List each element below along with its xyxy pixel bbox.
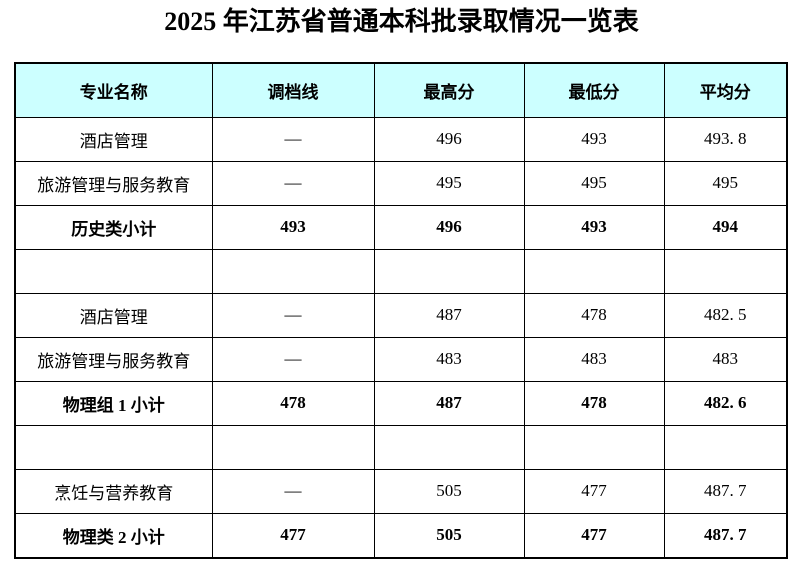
cell-major-name: 酒店管理	[14, 292, 213, 338]
table-row: 旅游管理与服务教育 —483 483 483	[14, 336, 788, 382]
cell-score-value: 483	[523, 336, 665, 382]
cell-score-value: —	[211, 468, 375, 514]
cell-score-value: 487	[373, 380, 525, 426]
cell-score-value: —	[211, 116, 375, 162]
cell-score-value: 495	[373, 160, 525, 206]
cell-score-value: —	[211, 336, 375, 382]
cell-score-value	[663, 424, 788, 470]
table-row	[14, 248, 788, 294]
cell-score-value: 496	[373, 116, 525, 162]
cell-major-name: 烹饪与营养教育	[14, 468, 213, 514]
cell-score-value	[523, 424, 665, 470]
table-row: 物理类 2 小计 477 505 477 487. 7	[14, 512, 788, 558]
table-row: 烹饪与营养教育 —505 477 487. 7	[14, 468, 788, 514]
table-header: 专业名称 调档线 最高分 最低分 平均分	[14, 62, 788, 118]
cell-score-value: 505	[373, 512, 525, 558]
cell-score-value	[663, 248, 788, 294]
table-row: 酒店管理 —487 478 482. 5	[14, 292, 788, 338]
cell-score-value: 482. 6	[663, 380, 788, 426]
cell-score-value: 478	[211, 380, 375, 426]
cell-score-value: 477	[211, 512, 375, 558]
cell-score-value: 478	[523, 292, 665, 338]
cell-score-value	[211, 248, 375, 294]
cell-score-value: 495	[523, 160, 665, 206]
table-row: 旅游管理与服务教育 —495 495 495	[14, 160, 788, 206]
cell-score-value	[211, 424, 375, 470]
cell-score-value: 482. 5	[663, 292, 788, 338]
admission-table: 专业名称 调档线 最高分 最低分 平均分 酒店管理 —496 493 493. 8 旅游管理与服…	[14, 61, 788, 559]
cell-score-value: 477	[523, 468, 665, 514]
table-body: 酒店管理 —496 493 493. 8 旅游管理与服务教育 —495 495 495 历史类小…	[14, 116, 788, 558]
cell-score-value: —	[211, 160, 375, 206]
table-row: 历史类小计 493 496 493 494	[14, 204, 788, 250]
cell-score-value: 478	[523, 380, 665, 426]
table-row: 物理组 1 小计 478 487 478 482. 6	[14, 380, 788, 426]
cell-score-value: —	[211, 292, 375, 338]
header-cell-2: 最高分	[373, 62, 525, 118]
cell-score-value: 493. 8	[663, 116, 788, 162]
table-row	[14, 424, 788, 470]
cell-score-value: 487	[373, 292, 525, 338]
page-title: 2025 年江苏省普通本科批录取情况一览表	[164, 7, 639, 36]
header-row: 专业名称 调档线 最高分 最低分 平均分	[14, 62, 788, 118]
cell-score-value	[373, 248, 525, 294]
cell-score-value: 505	[373, 468, 525, 514]
cell-score-value: 483	[663, 336, 788, 382]
cell-major-name: 旅游管理与服务教育	[14, 336, 213, 382]
cell-major-name: 物理类 2 小计	[14, 512, 213, 558]
cell-score-value: 494	[663, 204, 788, 250]
cell-score-value: 487. 7	[663, 512, 788, 558]
cell-score-value	[523, 248, 665, 294]
header-cell-4: 平均分	[663, 62, 788, 118]
cell-major-name: 历史类小计	[14, 204, 213, 250]
cell-score-value: 487. 7	[663, 468, 788, 514]
cell-score-value: 493	[523, 204, 665, 250]
table-row: 酒店管理 —496 493 493. 8	[14, 116, 788, 162]
header-cell-0: 专业名称	[14, 62, 213, 118]
cell-score-value: 496	[373, 204, 525, 250]
cell-major-name: 旅游管理与服务教育	[14, 160, 213, 206]
cell-score-value: 483	[373, 336, 525, 382]
cell-score-value	[373, 424, 525, 470]
header-cell-3: 最低分	[523, 62, 665, 118]
cell-score-value: 495	[663, 160, 788, 206]
cell-major-name	[14, 248, 213, 294]
cell-score-value: 493	[211, 204, 375, 250]
cell-major-name: 物理组 1 小计	[14, 380, 213, 426]
cell-major-name: 酒店管理	[14, 116, 213, 162]
cell-major-name	[14, 424, 213, 470]
cell-score-value: 493	[523, 116, 665, 162]
cell-score-value: 477	[523, 512, 665, 558]
header-cell-1: 调档线	[211, 62, 375, 118]
